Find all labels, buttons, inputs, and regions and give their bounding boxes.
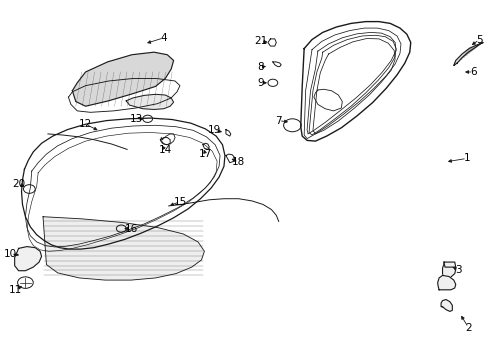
Text: 8: 8 [257, 62, 264, 72]
Text: 3: 3 [454, 265, 461, 275]
Text: 7: 7 [275, 116, 282, 126]
Text: 2: 2 [464, 323, 471, 333]
Text: 17: 17 [198, 149, 212, 159]
Polygon shape [126, 94, 173, 109]
Text: 16: 16 [124, 224, 138, 234]
Text: 5: 5 [475, 35, 482, 45]
Text: 11: 11 [9, 285, 22, 295]
Polygon shape [440, 300, 451, 311]
Polygon shape [442, 264, 455, 278]
Text: 9: 9 [257, 78, 264, 88]
Text: 4: 4 [160, 33, 167, 43]
Text: 14: 14 [158, 145, 172, 156]
Polygon shape [43, 217, 204, 280]
Polygon shape [443, 262, 455, 267]
Text: 21: 21 [253, 36, 267, 46]
Text: 20: 20 [12, 179, 25, 189]
Polygon shape [437, 275, 455, 290]
Text: 13: 13 [129, 114, 142, 124]
Text: 15: 15 [173, 197, 186, 207]
Text: 1: 1 [463, 153, 469, 163]
Text: 19: 19 [207, 125, 221, 135]
Text: 6: 6 [469, 67, 476, 77]
Polygon shape [15, 247, 41, 271]
Polygon shape [72, 52, 173, 106]
Text: 12: 12 [79, 119, 92, 129]
Polygon shape [453, 42, 482, 66]
Text: 18: 18 [231, 157, 245, 167]
Text: 10: 10 [4, 249, 17, 259]
